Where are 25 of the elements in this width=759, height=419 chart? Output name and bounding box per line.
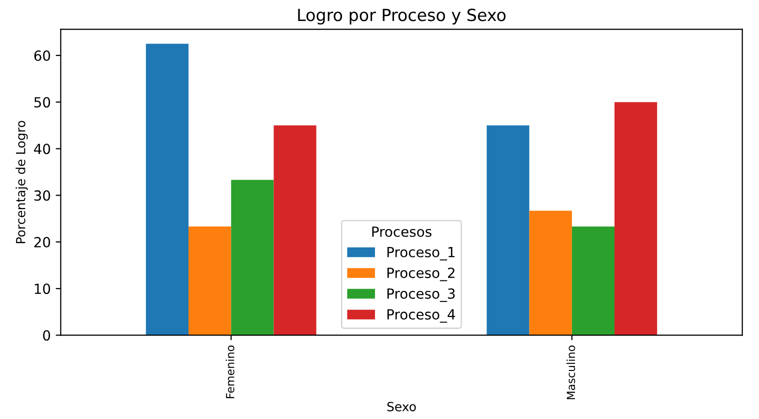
y-tick-label: 50: [34, 97, 50, 108]
bar: [231, 180, 274, 336]
legend-label: Proceso_2: [387, 268, 454, 282]
x-tick-label: Masculino: [566, 346, 576, 400]
x-axis-title: Sexo: [387, 402, 416, 412]
bar: [529, 210, 572, 336]
y-tick-label: 20: [34, 236, 50, 248]
x-tick-label: Femenino: [226, 346, 234, 398]
chart-title: Logro por Proceso y Sexo: [298, 8, 506, 24]
legend-label: Proceso_4: [387, 309, 456, 323]
legend-title: Procesos: [372, 226, 432, 237]
bar: [274, 125, 316, 336]
y-tick-label: 40: [34, 144, 50, 154]
bar: [188, 226, 232, 336]
legend-label: Proceso_3: [387, 288, 455, 302]
y-tick-label: 60: [34, 50, 50, 61]
bar: [146, 44, 189, 336]
y-tick-label: 0: [43, 330, 50, 341]
y-tick-label: 30: [34, 190, 50, 201]
legend-label: Proceso_1: [387, 246, 455, 260]
y-tick-label: 10: [34, 284, 50, 294]
y-axis-title: Porcentaje de Logro: [16, 120, 28, 244]
bar: [572, 226, 615, 336]
bar: [486, 125, 530, 336]
bar: [614, 102, 658, 336]
